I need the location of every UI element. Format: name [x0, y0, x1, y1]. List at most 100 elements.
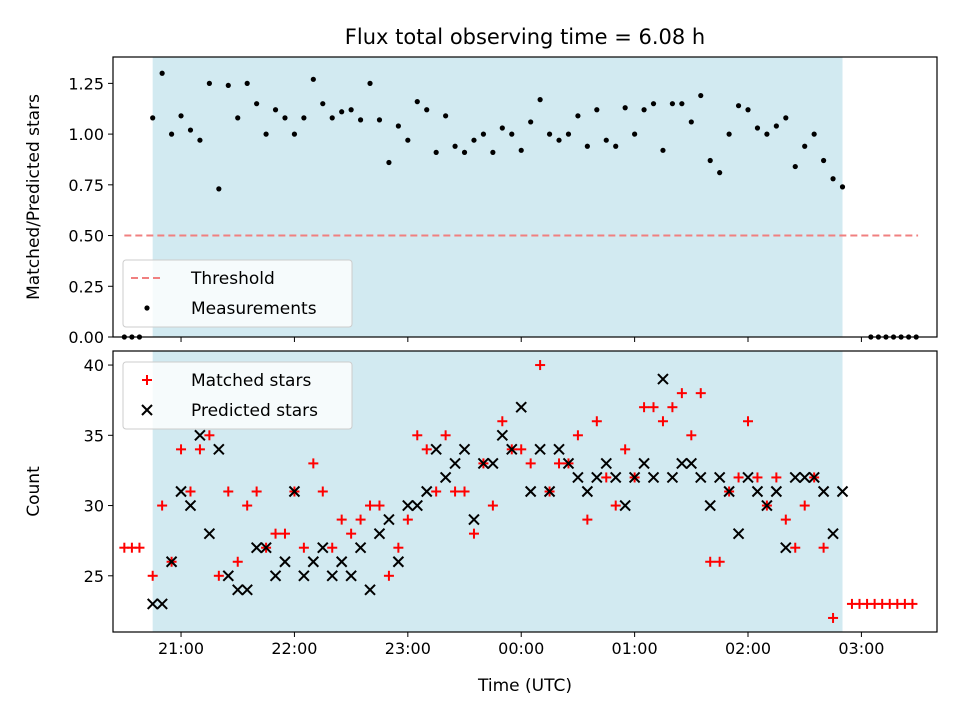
matched-star-point	[487, 500, 498, 511]
predicted-star-point	[364, 584, 376, 596]
x-tick-label: 03:00	[838, 639, 884, 658]
x-stroke-b	[628, 471, 641, 484]
x-stroke-b	[203, 527, 216, 540]
matched-star-point	[667, 402, 678, 413]
matched-star-point	[459, 486, 470, 497]
x-stroke-b	[836, 485, 849, 498]
predicted-star-point	[723, 485, 735, 498]
predicted-star-point	[808, 471, 820, 484]
predicted-star-point	[213, 443, 225, 456]
matched-star-point	[355, 514, 366, 525]
x-stroke-b	[364, 584, 376, 596]
predicted-star-point	[468, 513, 480, 526]
matched-star-point	[828, 612, 839, 623]
measurement-point	[216, 186, 222, 192]
predicted-star-point	[695, 471, 707, 484]
predicted-star-point	[600, 457, 612, 470]
predicted-star-point	[156, 598, 168, 610]
measurement-point	[471, 137, 477, 143]
measurement-point	[641, 107, 647, 113]
x-tick-label: 00:00	[498, 639, 544, 658]
matched-star-point	[176, 444, 187, 455]
x-stroke-b	[213, 443, 225, 456]
predicted-star-point	[402, 499, 414, 512]
x-stroke-b	[260, 541, 272, 554]
matched-star-point	[421, 444, 432, 455]
y-tick-label: 30	[84, 497, 104, 516]
measurement-point	[745, 107, 751, 113]
x-stroke-b	[780, 541, 792, 554]
predicted-star-point	[553, 443, 565, 456]
measurement-point	[263, 131, 269, 137]
predicted-star-point	[543, 485, 556, 498]
measurement-point	[414, 99, 420, 105]
predicted-star-point	[298, 570, 310, 582]
predicted-star-point	[326, 570, 338, 582]
matched-star-point	[317, 486, 328, 497]
x-stroke-b	[732, 527, 745, 540]
measurement-point	[282, 115, 288, 121]
matched-star-point	[535, 360, 546, 371]
y-tick-label: 0.00	[68, 328, 104, 347]
measurement-point	[518, 147, 524, 153]
measurement-point	[565, 131, 572, 137]
legend: Matched stars Predicted stars	[122, 361, 353, 430]
predicted-star-point	[430, 443, 442, 456]
predicted-star-point	[439, 471, 452, 484]
measurement-point	[150, 115, 156, 121]
predicted-star-point	[572, 471, 584, 484]
measurement-point	[632, 131, 638, 137]
x-stroke-b	[402, 499, 414, 512]
predicted-star-point	[250, 541, 263, 554]
matched-star-point	[365, 500, 376, 511]
x-stroke-b	[175, 485, 187, 498]
x-tick-label: 23:00	[385, 639, 431, 658]
x-stroke-b	[449, 457, 461, 470]
x-stroke-b	[600, 457, 612, 470]
predicted-star-point	[676, 457, 688, 470]
predicted-star-point	[175, 485, 187, 498]
predicted-star-point	[373, 527, 386, 540]
measurement-point	[811, 131, 817, 137]
measurement-point	[367, 80, 373, 86]
matched-star-point	[270, 528, 281, 539]
legend-box	[122, 259, 353, 328]
x-stroke-b	[657, 373, 669, 385]
predicted-star-point	[354, 541, 367, 554]
predicted-star-point	[222, 570, 234, 582]
matched-star-point	[440, 430, 451, 441]
predicted-star-point	[751, 485, 764, 498]
measurement-point	[726, 131, 732, 137]
predicted-star-point	[761, 499, 773, 512]
measurement-point	[650, 101, 657, 107]
matched-star-point	[733, 472, 744, 483]
x-stroke-b	[496, 429, 509, 442]
x-stroke-b	[411, 499, 423, 512]
x-stroke-b	[695, 471, 707, 484]
x-stroke-b	[685, 457, 698, 470]
matched-star-point	[686, 430, 697, 441]
matched-star-point	[383, 570, 394, 581]
measurement-point	[187, 127, 194, 133]
matched-star-point	[279, 528, 290, 539]
x-stroke-b	[279, 556, 291, 568]
x-stroke-b	[591, 471, 603, 484]
legend-label: Predicted stars	[191, 401, 318, 421]
chart-title: Flux total observing time = 6.08 h	[345, 25, 705, 49]
measurement-point	[235, 115, 241, 121]
y-tick-label: 1.25	[68, 74, 104, 93]
y-tick-label: 40	[84, 356, 104, 375]
measurement-point	[556, 137, 562, 143]
matched-star-point	[308, 458, 319, 469]
measurement-point	[348, 107, 354, 113]
matched-star-point	[204, 430, 215, 441]
measurement-point	[821, 157, 827, 164]
matched-star-point	[223, 486, 234, 497]
matched-star-point	[818, 542, 829, 553]
measurement-point	[168, 131, 175, 137]
predicted-star-point	[477, 457, 490, 470]
measurement-point	[717, 170, 723, 176]
matched-star-point	[393, 542, 404, 553]
measurement-point	[754, 125, 761, 131]
